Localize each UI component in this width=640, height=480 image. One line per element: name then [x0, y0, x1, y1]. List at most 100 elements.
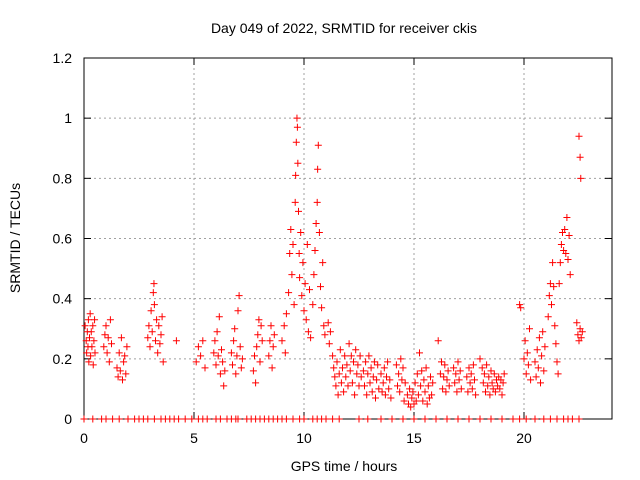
data-point [236, 343, 244, 351]
data-point [252, 379, 260, 387]
data-point [476, 355, 484, 363]
data-point [292, 138, 300, 146]
data-point [332, 382, 340, 390]
data-point [468, 385, 476, 393]
data-point [144, 415, 152, 423]
x-tick-label: 5 [190, 430, 198, 446]
data-point [145, 322, 153, 330]
data-point [214, 352, 222, 360]
data-point [344, 382, 352, 390]
data-point [249, 367, 257, 375]
data-point [335, 370, 343, 378]
data-point [498, 415, 506, 423]
data-point [335, 415, 343, 423]
data-point [103, 349, 111, 357]
data-point [412, 397, 420, 405]
data-points [80, 114, 586, 423]
data-point [417, 382, 425, 390]
data-point [527, 376, 535, 384]
data-point [577, 334, 585, 342]
data-point [288, 271, 296, 279]
data-point [524, 361, 532, 369]
data-point [374, 361, 382, 369]
data-point [80, 415, 88, 423]
data-point [267, 322, 275, 330]
data-point [523, 349, 531, 357]
data-point [406, 385, 414, 393]
data-point [563, 213, 571, 221]
data-point [121, 352, 129, 360]
data-point [342, 373, 350, 381]
data-point [479, 379, 487, 387]
data-point [538, 352, 546, 360]
data-point [155, 322, 163, 330]
data-point [317, 283, 324, 291]
data-point [270, 331, 278, 339]
data-point [89, 361, 97, 369]
data-point [521, 337, 529, 345]
data-point [392, 361, 400, 369]
data-point [403, 391, 411, 399]
data-point [238, 355, 246, 363]
data-point [429, 379, 437, 387]
data-point [146, 343, 154, 351]
data-point [363, 391, 371, 399]
data-point [86, 334, 93, 342]
data-point [234, 307, 242, 315]
data-point [443, 415, 451, 423]
data-point [194, 343, 202, 351]
data-point [114, 373, 122, 381]
data-point [439, 385, 447, 393]
data-point [144, 334, 152, 342]
data-point [464, 388, 472, 396]
data-point [541, 343, 549, 351]
data-point [534, 364, 542, 372]
data-point [329, 352, 337, 360]
data-point [377, 415, 385, 423]
data-point [281, 349, 289, 357]
data-point [466, 379, 474, 387]
data-point [472, 391, 480, 399]
data-point [90, 337, 98, 345]
data-point [319, 259, 327, 267]
data-point [488, 379, 496, 387]
data-point [352, 346, 360, 354]
data-point [362, 358, 370, 366]
data-point [394, 382, 401, 390]
data-point [237, 364, 245, 372]
data-point [312, 219, 320, 227]
data-point [175, 415, 183, 423]
data-point [153, 316, 161, 324]
data-point [181, 415, 189, 423]
data-point [355, 415, 363, 423]
data-point [400, 397, 408, 405]
data-point [201, 364, 209, 372]
data-point [235, 292, 243, 300]
data-point [101, 331, 109, 339]
data-point [478, 364, 486, 372]
data-point [378, 388, 386, 396]
data-point [324, 319, 332, 327]
data-point [258, 337, 266, 345]
data-point [157, 331, 165, 339]
data-point [520, 355, 528, 363]
data-point [115, 415, 123, 423]
data-point [280, 322, 288, 330]
data-point [299, 259, 307, 267]
data-point [500, 370, 508, 378]
data-point [546, 415, 554, 423]
data-point [576, 153, 584, 161]
data-point [83, 349, 91, 357]
data-point [388, 415, 396, 423]
data-point [115, 349, 123, 357]
data-point [353, 370, 361, 378]
data-point [220, 382, 228, 390]
data-point [211, 337, 219, 345]
y-tick-label: 0.2 [53, 351, 73, 367]
data-point [386, 376, 394, 384]
data-point [557, 241, 565, 249]
data-point [434, 337, 442, 345]
data-point [354, 361, 362, 369]
data-point [561, 225, 569, 233]
data-point [285, 289, 293, 297]
